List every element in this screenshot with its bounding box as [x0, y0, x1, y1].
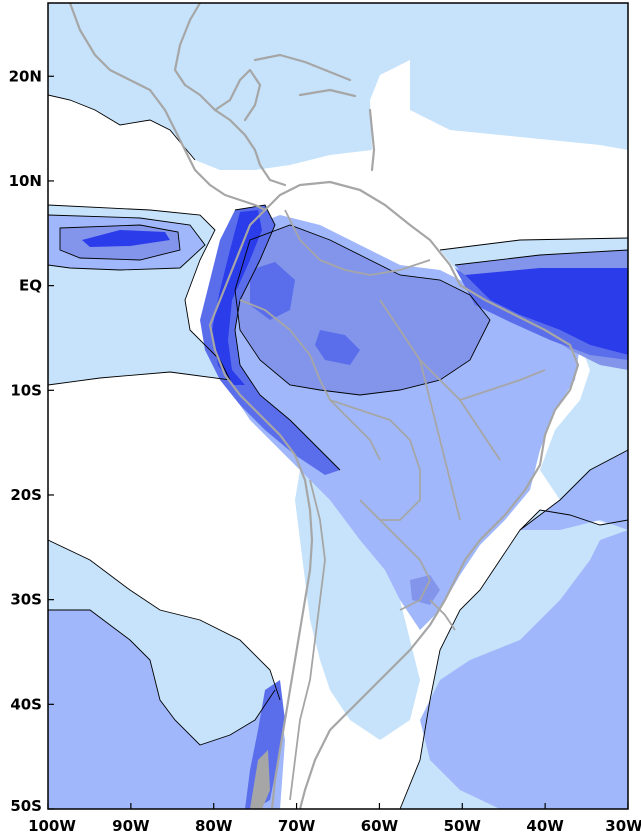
coastline-cuba	[253, 53, 352, 82]
fill-south-atlantic-medium	[420, 530, 628, 809]
fill-patagonia-dark	[245, 680, 285, 809]
coastline-south-america-west	[208, 208, 314, 809]
plot-frame	[47, 2, 629, 810]
contour-line	[48, 609, 276, 746]
border-peru-brazil	[239, 299, 381, 461]
border-bolivia	[329, 399, 421, 521]
y-tick-label: 10N	[9, 172, 42, 190]
fill-amazon-dark	[235, 225, 490, 395]
contour-line	[48, 94, 196, 161]
x-tick-label: 30W	[605, 817, 641, 835]
contour-lines	[48, 94, 628, 809]
y-tick-label: 10S	[10, 381, 42, 399]
coastline-south-america	[263, 180, 580, 809]
x-tick-label: 80W	[195, 817, 233, 835]
coastline-mexico	[68, 3, 267, 212]
fill-pacific-core	[82, 230, 170, 247]
fill-south-pacific-medium	[48, 610, 285, 809]
y-tick-label: EQ	[19, 277, 42, 295]
contour-line	[234, 224, 491, 396]
fill-gulf-light	[48, 3, 200, 85]
border-brazil-states	[379, 299, 501, 461]
border-andean	[284, 209, 431, 276]
fill-patagonia-mask	[250, 750, 270, 809]
contour-line	[519, 449, 628, 531]
fill-atlantic-core	[465, 268, 628, 355]
y-axis: 20N 10N EQ 10S 20S 30S 40S 50S	[9, 67, 54, 815]
x-tick-label: 50W	[444, 817, 482, 835]
y-tick-label: 20N	[9, 67, 42, 85]
x-tick-label: 40W	[526, 817, 564, 835]
border-argentina-chile	[289, 479, 326, 801]
border-brazil-states-2	[419, 359, 461, 521]
x-tick-label: 90W	[112, 817, 150, 835]
y-tick-label: 30S	[10, 591, 42, 609]
y-tick-label: 50S	[10, 797, 42, 815]
fill-andes-core	[212, 210, 262, 385]
shaded-field	[48, 3, 628, 809]
x-tick-label: 100W	[28, 817, 76, 835]
coastline-yucatan	[213, 68, 262, 122]
coastlines	[68, 3, 580, 809]
fill-amazon-core	[315, 330, 360, 365]
x-tick-label: 60W	[361, 817, 399, 835]
fill-north-atlantic-light	[410, 3, 628, 150]
fill-atlantic-mid	[455, 268, 628, 360]
contour-line	[439, 237, 628, 251]
contour-line	[59, 224, 181, 261]
contour-line	[454, 249, 628, 266]
fill-amazon-west-core	[250, 262, 295, 320]
contour-line	[234, 204, 341, 471]
y-tick-label: 40S	[10, 695, 42, 713]
border-uruguay	[429, 599, 456, 631]
coastline-hispaniola	[298, 88, 357, 98]
x-tick-label: 70W	[278, 817, 316, 835]
x-axis: 100W 90W 80W 70W 60W 50W 40W 30W	[28, 803, 641, 835]
contour-line	[48, 204, 231, 386]
contour-line	[48, 539, 281, 701]
y-tick-label: 20S	[10, 486, 42, 504]
border-paraguay	[379, 519, 431, 611]
contour-line	[48, 214, 206, 271]
border-brazil-states-3	[459, 369, 546, 401]
coastline-antilles	[368, 108, 376, 172]
contour-line	[399, 509, 628, 809]
